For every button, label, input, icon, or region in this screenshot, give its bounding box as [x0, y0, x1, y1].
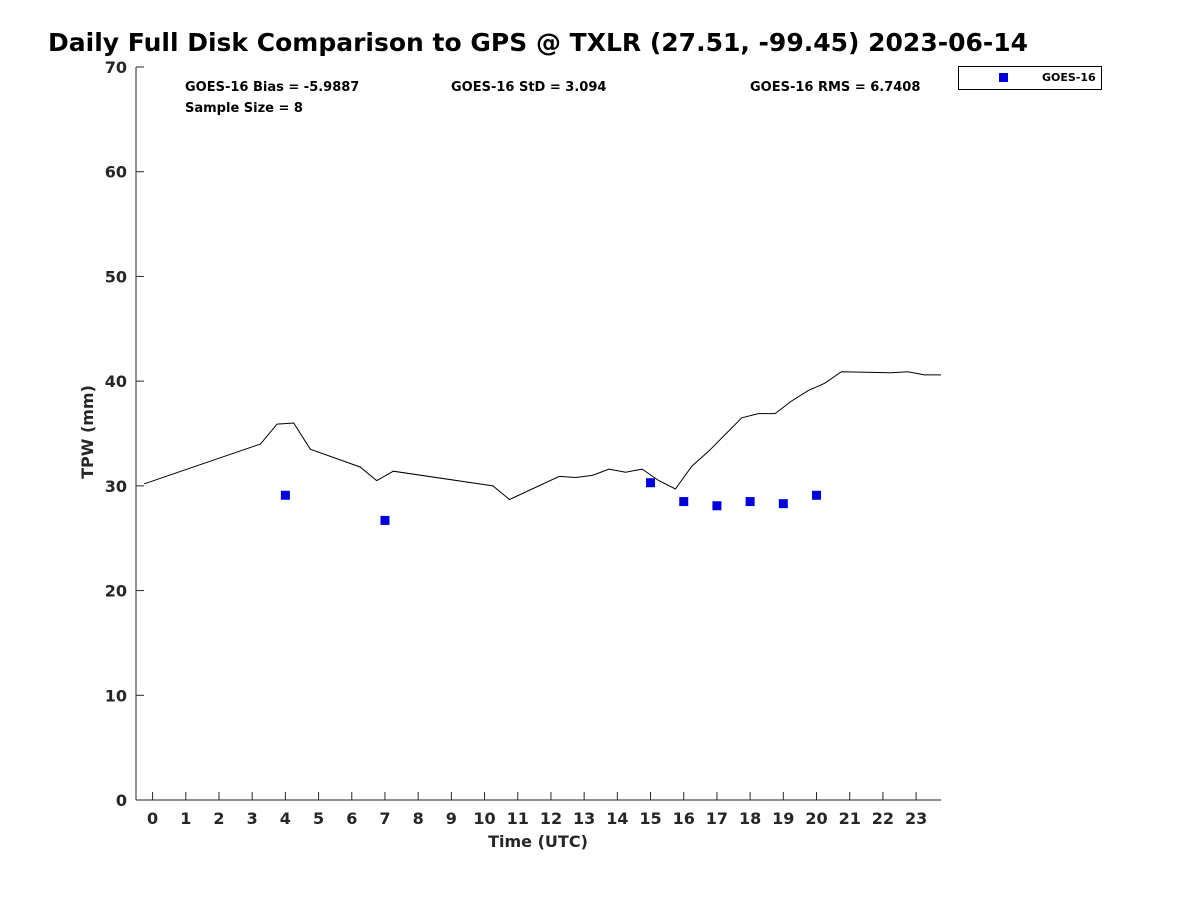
x-tick-label: 1 [180, 809, 191, 828]
y-tick-label: 70 [105, 58, 127, 77]
x-tick-label: 13 [573, 809, 595, 828]
x-tick-label: 10 [473, 809, 495, 828]
x-tick-label: 18 [739, 809, 761, 828]
y-tick-label: 40 [105, 372, 127, 391]
goes16-point [679, 497, 689, 507]
chart-title: Daily Full Disk Comparison to GPS @ TXLR… [48, 28, 1029, 57]
y-tick-label: 20 [105, 582, 127, 601]
sample-size-stat: Sample Size = 8 [185, 101, 303, 116]
x-tick-label: 3 [247, 809, 258, 828]
gps-tpw-line [144, 371, 941, 501]
x-tick-label: 6 [346, 809, 357, 828]
x-tick-label: 23 [905, 809, 927, 828]
goes16-point [646, 478, 656, 488]
goes16-point [280, 490, 290, 500]
bias-stat: GOES-16 Bias = -5.9887 [185, 80, 360, 95]
x-tick-label: 21 [839, 809, 861, 828]
x-tick-label: 20 [805, 809, 827, 828]
legend-label: GOES-16 [1042, 71, 1096, 84]
x-tick-label: 8 [413, 809, 424, 828]
y-axis-label: TPW (mm) [78, 385, 97, 479]
x-tick-label: 11 [507, 809, 529, 828]
x-tick-label: 16 [673, 809, 695, 828]
y-tick-label: 0 [116, 791, 127, 810]
rms-stat: GOES-16 RMS = 6.7408 [750, 80, 921, 95]
y-tick-label: 10 [105, 686, 127, 705]
goes16-point [745, 497, 755, 507]
x-tick-label: 5 [313, 809, 324, 828]
y-tick-label: 50 [105, 267, 127, 286]
legend: GOES-16 [958, 66, 1102, 90]
x-tick-label: 14 [606, 809, 628, 828]
x-tick-label: 7 [379, 809, 390, 828]
x-tick-label: 2 [213, 809, 224, 828]
x-tick-label: 15 [639, 809, 661, 828]
x-tick-label: 4 [280, 809, 291, 828]
x-tick-label: 17 [706, 809, 728, 828]
x-tick-label: 19 [772, 809, 794, 828]
x-axis-label: Time (UTC) [488, 832, 588, 851]
y-tick-label: 60 [105, 163, 127, 182]
goes16-point [778, 499, 788, 509]
legend-marker-icon [999, 73, 1008, 82]
goes16-point [812, 490, 822, 500]
y-tick-label: 30 [105, 477, 127, 496]
x-tick-label: 0 [147, 809, 158, 828]
goes16-point [712, 501, 722, 511]
x-tick-label: 22 [872, 809, 894, 828]
x-tick-label: 9 [446, 809, 457, 828]
goes16-point [380, 515, 390, 525]
std-stat: GOES-16 StD = 3.094 [451, 80, 607, 95]
x-tick-label: 12 [540, 809, 562, 828]
